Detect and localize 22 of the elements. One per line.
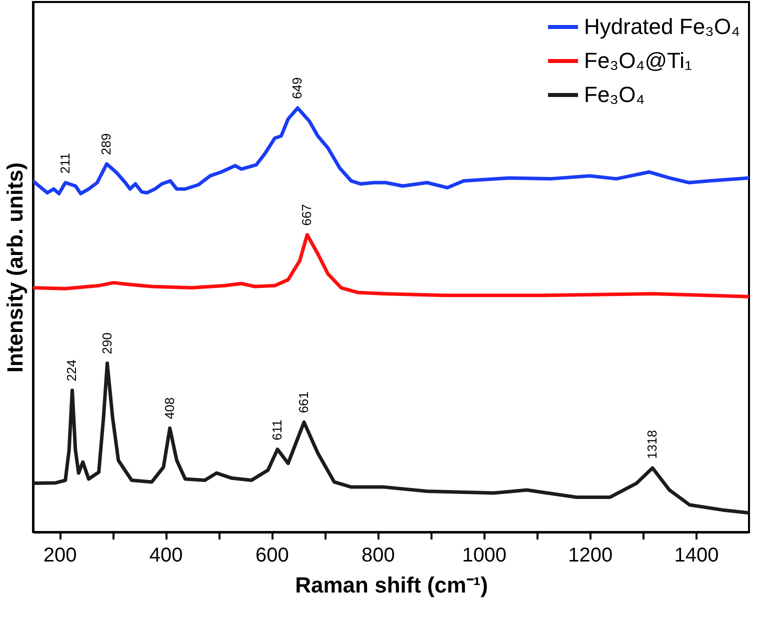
annotation: 1318 xyxy=(644,430,660,459)
annotation: 211 xyxy=(57,152,72,174)
annotation: 649 xyxy=(290,77,305,99)
x-tick-label: 400 xyxy=(149,544,183,566)
legend-label: Fe₃O₄@Ti₁ xyxy=(584,48,692,73)
annotation: 289 xyxy=(98,133,114,155)
x-tick-label: 800 xyxy=(362,544,395,566)
x-tick-label: 1200 xyxy=(568,544,613,566)
x-tick-label: 600 xyxy=(255,544,289,566)
x-tick-label: 1400 xyxy=(674,544,719,566)
x-tick-label: 1000 xyxy=(462,544,507,566)
x-tick-label: 200 xyxy=(43,544,77,566)
annotation: 667 xyxy=(299,204,314,226)
y-axis-title: Intensity (arb. units) xyxy=(2,162,28,373)
annotation: 611 xyxy=(270,420,284,440)
annotation: 661 xyxy=(296,391,312,414)
x-axis-title: Raman shift (cm⁻¹) xyxy=(295,572,488,598)
annotation: 290 xyxy=(99,332,114,354)
legend-label: Fe₃O₄ xyxy=(584,82,645,107)
annotation: 408 xyxy=(162,397,177,420)
legend-label: Hydrated Fe₃O₄ xyxy=(584,14,740,39)
annotation: 224 xyxy=(64,360,80,382)
